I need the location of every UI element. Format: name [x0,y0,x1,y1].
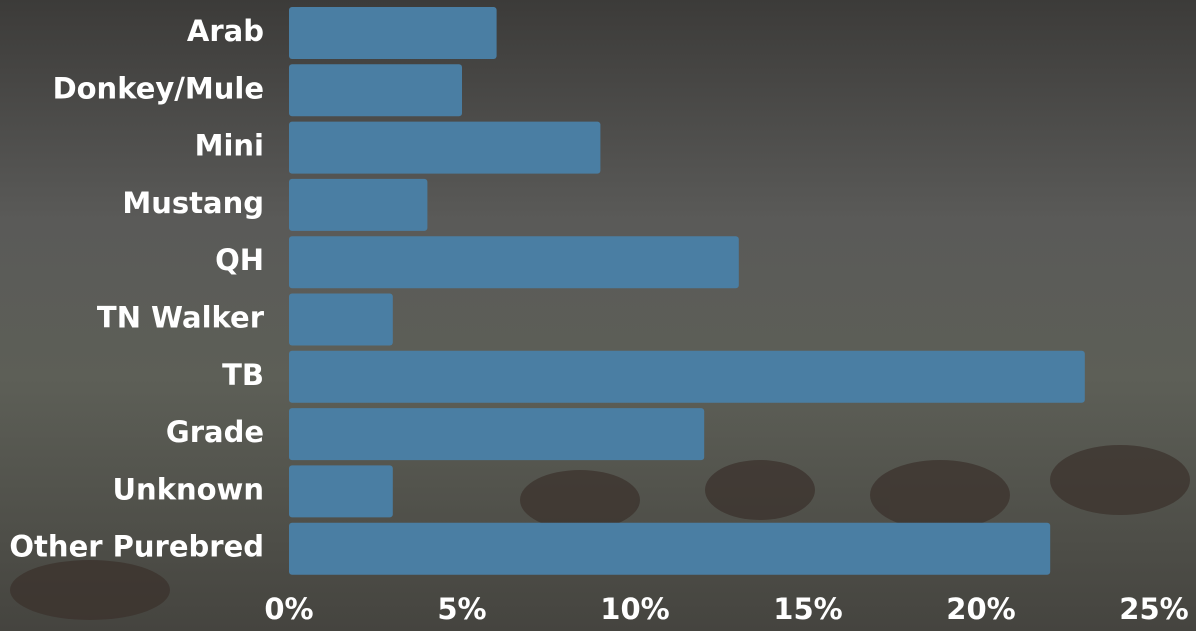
y-tick-label: TN Walker [97,301,265,335]
bar [289,408,704,460]
y-tick-label: Grade [166,415,264,449]
x-tick-label: 20% [946,592,1015,626]
bar [289,236,739,288]
y-tick-label: Other Purebred [9,530,264,564]
bar [289,351,1085,403]
page: 0% 5% 10% 15% 20% 25% Arab Donkey/Mule Mini Musta… [0,0,1196,631]
y-tick-label: Donkey/Mule [53,71,264,105]
bar [289,179,427,231]
x-tick-label: 5% [437,592,486,626]
y-tick-label: Mustang [122,186,264,220]
bar [289,523,1050,575]
y-tick-label: Mini [195,129,264,163]
bar [289,7,497,59]
x-tick-label: 15% [773,592,842,626]
y-tick-label: Arab [187,14,264,48]
bar [289,465,393,517]
y-tick-label: QH [215,243,264,277]
chart: 0% 5% 10% 15% 20% 25% Arab Donkey/Mule Mini Musta… [0,0,1196,631]
bar [289,64,462,116]
bar [289,122,600,174]
bar [289,294,393,346]
y-tick-label: Unknown [113,472,265,506]
x-tick-label: 10% [600,592,669,626]
y-tick-label: TB [222,358,264,392]
x-tick-label: 0% [264,592,313,626]
x-tick-label: 25% [1119,592,1188,626]
